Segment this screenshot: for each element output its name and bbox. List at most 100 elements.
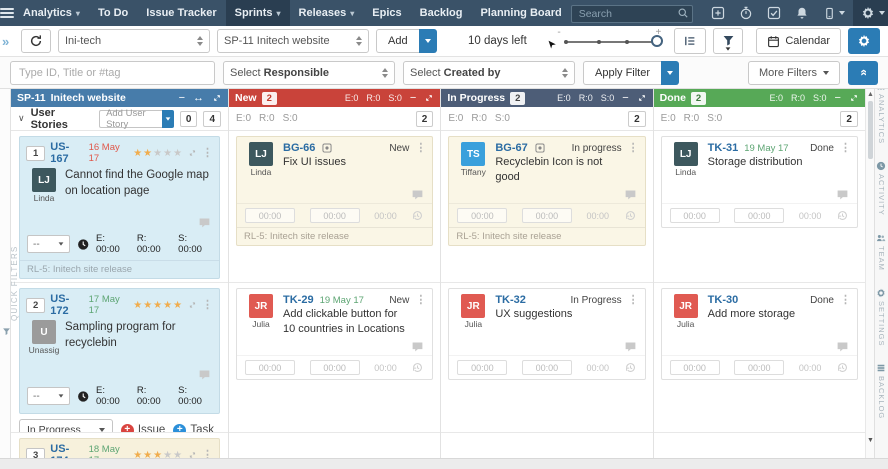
expand-card-icon[interactable] <box>188 148 197 158</box>
time-estimate-input[interactable]: 00:00 <box>457 208 508 223</box>
tasks-check-icon[interactable] <box>761 0 787 26</box>
apply-filter-dropdown[interactable] <box>661 60 680 85</box>
card-menu-icon[interactable]: ⋮ <box>627 141 639 154</box>
card-menu-icon[interactable]: ⋮ <box>415 141 427 154</box>
priority-stars[interactable]: ★★★★★ <box>133 299 184 311</box>
time-history-icon[interactable] <box>411 209 424 222</box>
add-user-story-dropdown[interactable] <box>162 109 174 128</box>
assignee[interactable]: U Unassig <box>26 320 62 366</box>
time-history-icon[interactable] <box>836 209 849 222</box>
notifications-bell-icon[interactable] <box>789 0 815 26</box>
sprint-select[interactable]: SP-11 Initech website <box>217 29 369 53</box>
nav-analytics[interactable]: Analytics ▾ <box>23 7 80 19</box>
nav-backlog[interactable]: Backlog <box>419 7 463 19</box>
watch-icon[interactable] <box>534 142 546 154</box>
quick-filters-rail[interactable]: QUICK FILTERS <box>0 89 19 458</box>
refresh-button[interactable] <box>21 29 51 53</box>
priority-stars[interactable]: ★★★★★ <box>133 147 184 159</box>
card-menu-icon[interactable]: ⋮ <box>202 448 213 458</box>
assignee[interactable]: JR Julia <box>243 294 279 338</box>
assignee[interactable]: LJ Linda <box>26 168 62 214</box>
device-menu[interactable] <box>817 0 851 26</box>
task-card-BG-66[interactable]: LJ Linda BG-66 New ⋮ Fix UI issues <box>236 136 434 246</box>
hamburger-menu-icon[interactable] <box>0 0 14 26</box>
scroll-down-icon[interactable]: ▼ <box>866 437 874 444</box>
estimate-select[interactable]: -- <box>27 235 70 253</box>
time-remaining-input[interactable]: 00:00 <box>309 208 360 223</box>
board-settings-button[interactable] <box>848 28 880 54</box>
nav-sprints[interactable]: Sprints ▾ <box>225 0 290 26</box>
responsible-select[interactable]: Select Responsible <box>223 60 395 85</box>
time-estimate-input[interactable]: 00:00 <box>669 360 720 375</box>
expand-column-icon[interactable] <box>212 93 222 103</box>
story-card-US-172[interactable]: 2 US-172 17 May 17 ★★★★★ ⋮ U Unassig Sam… <box>19 288 220 414</box>
rail-analytics-tab[interactable]: ANALYTICS <box>876 89 886 144</box>
expand-card-icon[interactable] <box>188 300 197 310</box>
comment-icon[interactable] <box>624 188 637 201</box>
add-task-button[interactable]: + Task <box>173 423 214 432</box>
created-by-select[interactable]: Select Created by <box>403 60 575 85</box>
task-card-TK-31[interactable]: LJ Linda TK-31 19 May 17 Done ⋮ Storage … <box>660 136 858 228</box>
apply-filter-button[interactable]: Apply Filter <box>583 60 662 85</box>
collapse-column-icon[interactable]: − <box>622 91 629 104</box>
task-card-TK-29[interactable]: JR Julia TK-29 19 May 17 New ⋮ Add click… <box>236 288 434 380</box>
nav-planning-board[interactable]: Planning Board <box>480 7 562 19</box>
time-remaining-input[interactable]: 00:00 <box>734 360 785 375</box>
story-card-US-174[interactable]: 3 US-174 18 May 17 ★★★★★ ⋮ <box>19 438 220 458</box>
nav-issue-tracker[interactable]: Issue Tracker <box>146 7 217 19</box>
assignee[interactable]: JR Julia <box>668 294 704 338</box>
collapse-filters-button[interactable]: » <box>848 60 878 85</box>
assignee[interactable]: LJ Linda <box>243 142 279 186</box>
card-menu-icon[interactable]: ⋮ <box>839 141 851 154</box>
collapse-column-icon[interactable]: − <box>409 91 417 104</box>
time-history-icon[interactable] <box>411 361 424 374</box>
task-card-TK-32[interactable]: JR Julia TK-32 In Progress ⋮ UX suggesti… <box>448 288 646 380</box>
assignee[interactable]: JR Julia <box>455 294 491 338</box>
scroll-up-icon[interactable]: ▲ <box>866 91 874 98</box>
rail-settings-tab[interactable]: SETTINGS <box>876 288 886 346</box>
time-history-icon[interactable] <box>624 361 637 374</box>
expand-left-panel-icon[interactable]: » <box>2 33 10 49</box>
vertical-scrollbar[interactable]: ▲ ▼ <box>864 89 874 458</box>
time-history-icon[interactable] <box>624 209 637 222</box>
rail-backlog-tab[interactable]: BACKLOG <box>876 363 886 420</box>
time-remaining-input[interactable]: 00:00 <box>521 360 572 375</box>
add-issue-button[interactable]: + Issue <box>120 423 165 432</box>
comment-icon[interactable] <box>198 368 211 381</box>
rail-activity-tab[interactable]: ACTIVITY <box>876 161 886 216</box>
card-menu-icon[interactable]: ⋮ <box>415 293 427 306</box>
expand-column-icon[interactable] <box>424 93 434 103</box>
expand-card-icon[interactable] <box>188 450 197 458</box>
zoom-in-label[interactable]: + <box>655 27 662 38</box>
card-menu-icon[interactable]: ⋮ <box>839 293 851 306</box>
comment-icon[interactable] <box>836 188 849 201</box>
time-estimate-input[interactable]: 00:00 <box>245 360 295 375</box>
nav-todo[interactable]: To Do <box>97 7 129 19</box>
settings-menu[interactable] <box>852 0 888 26</box>
expand-column-icon[interactable] <box>637 93 647 103</box>
status-select[interactable]: In Progress <box>19 419 113 432</box>
assignee[interactable]: LJ Linda <box>668 142 704 186</box>
watch-icon[interactable] <box>321 142 333 154</box>
comment-icon[interactable] <box>411 188 424 201</box>
swimlane-view-button[interactable] <box>674 28 707 54</box>
rail-team-tab[interactable]: TEAM <box>876 233 886 271</box>
resize-column-icon[interactable]: ↔ <box>193 91 204 104</box>
zoom-out-label[interactable]: - <box>557 27 561 38</box>
timer-icon[interactable] <box>733 0 759 26</box>
time-remaining-input[interactable]: 00:00 <box>309 360 360 375</box>
task-card-TK-30[interactable]: JR Julia TK-30 Done ⋮ Add more storage <box>660 288 858 380</box>
slider-track[interactable] <box>565 41 654 43</box>
nav-releases[interactable]: Releases ▾ <box>298 7 355 19</box>
estimate-select[interactable]: -- <box>27 387 70 405</box>
expand-column-icon[interactable] <box>849 93 859 103</box>
add-quick-icon[interactable] <box>705 0 731 26</box>
search-input[interactable] <box>570 4 693 23</box>
collapse-column-icon[interactable]: − <box>834 91 841 104</box>
time-remaining-input[interactable]: 00:00 <box>734 208 785 223</box>
time-estimate-input[interactable]: 00:00 <box>457 360 508 375</box>
priority-stars[interactable]: ★★★★★ <box>133 449 184 459</box>
filter-toggle-button[interactable] <box>713 28 744 54</box>
add-user-story-button[interactable]: Add User Story <box>99 108 163 130</box>
add-dropdown-button[interactable] <box>418 29 437 53</box>
